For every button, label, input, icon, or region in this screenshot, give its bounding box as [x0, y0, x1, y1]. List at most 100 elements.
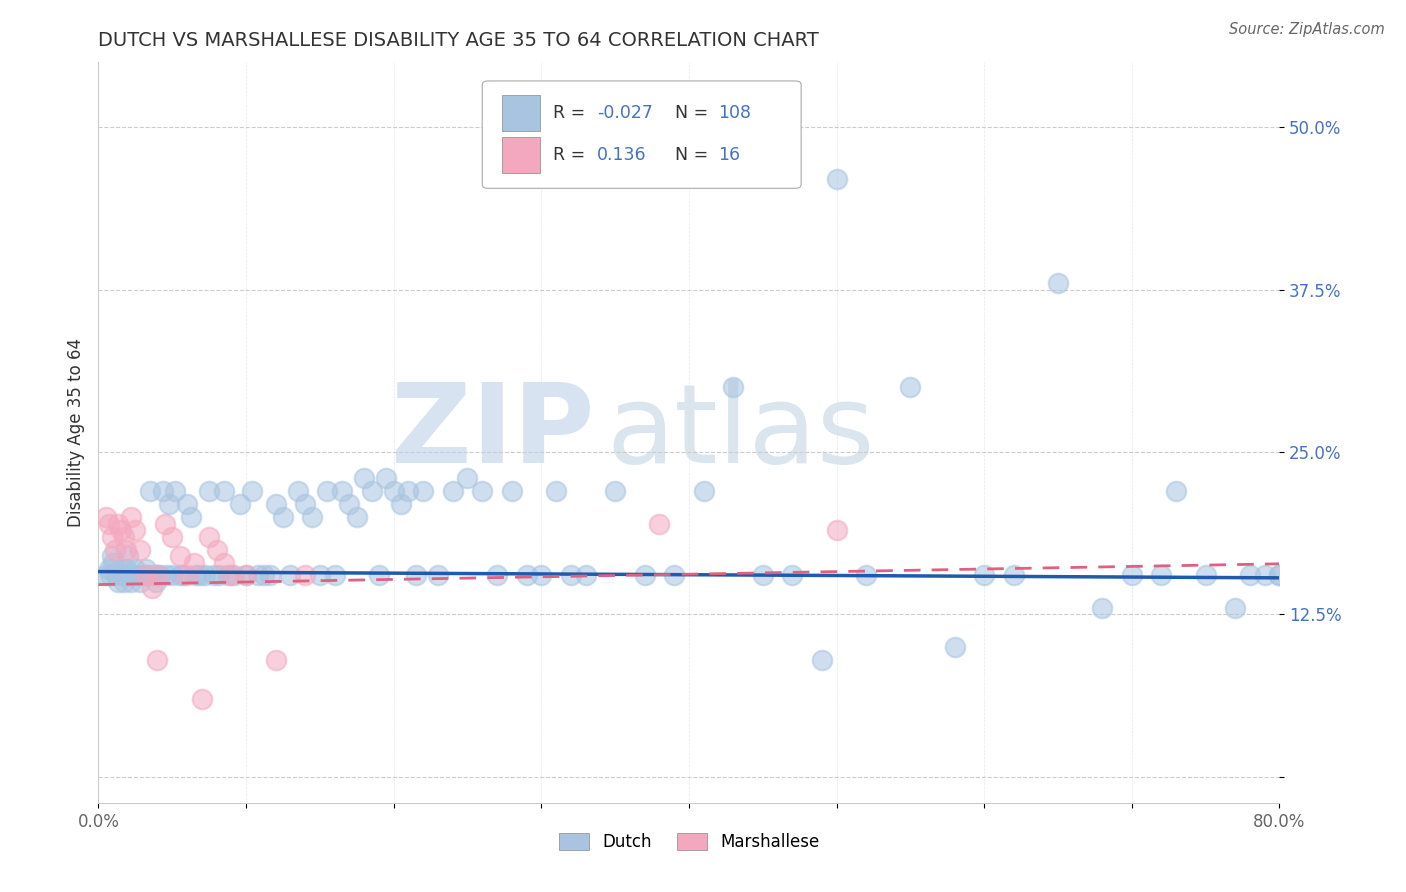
Point	[117, 549, 139, 563]
Point	[560, 568, 582, 582]
Point	[198, 484, 221, 499]
Point	[246, 568, 269, 582]
Point	[100, 549, 122, 563]
Point	[943, 640, 966, 654]
Point	[112, 574, 135, 589]
Point	[153, 516, 176, 531]
Point	[124, 562, 146, 576]
Point	[235, 568, 257, 582]
Point	[107, 574, 129, 589]
Point	[194, 568, 217, 582]
Point	[546, 484, 568, 499]
Point	[169, 568, 191, 582]
Point	[973, 568, 995, 582]
Point	[115, 542, 138, 557]
Legend: Dutch, Marshallese: Dutch, Marshallese	[553, 826, 825, 857]
Point	[135, 562, 157, 576]
Text: 16: 16	[718, 146, 741, 164]
Point	[810, 653, 832, 667]
Point	[264, 497, 287, 511]
Point	[104, 542, 127, 557]
Point	[146, 568, 169, 582]
Point	[165, 484, 187, 499]
Point	[1268, 568, 1291, 582]
Point	[120, 574, 142, 589]
Point	[115, 562, 138, 576]
Point	[127, 568, 149, 582]
Point	[664, 568, 686, 582]
Text: Source: ZipAtlas.com: Source: ZipAtlas.com	[1229, 22, 1385, 37]
Point	[183, 556, 205, 570]
Point	[501, 484, 523, 499]
Point	[412, 484, 434, 499]
Point	[110, 523, 132, 537]
Point	[1239, 568, 1261, 582]
Point	[146, 568, 169, 582]
Point	[212, 484, 235, 499]
Point	[693, 484, 716, 499]
Point	[105, 568, 128, 582]
Point	[124, 523, 146, 537]
Point	[353, 471, 375, 485]
Point	[142, 568, 165, 582]
Point	[149, 568, 172, 582]
Point	[162, 568, 183, 582]
Text: 0.136: 0.136	[596, 146, 647, 164]
Point	[97, 562, 120, 576]
Point	[427, 568, 450, 582]
Point	[1121, 568, 1143, 582]
Point	[107, 516, 129, 531]
Point	[94, 510, 117, 524]
Point	[198, 529, 221, 543]
Text: DUTCH VS MARSHALLESE DISABILITY AGE 35 TO 64 CORRELATION CHART: DUTCH VS MARSHALLESE DISABILITY AGE 35 T…	[98, 30, 820, 50]
Point	[389, 497, 412, 511]
Point	[782, 568, 804, 582]
Point	[441, 484, 464, 499]
Point	[139, 484, 162, 499]
Point	[191, 692, 214, 706]
Point	[172, 568, 194, 582]
Point	[176, 497, 198, 511]
Point	[375, 471, 398, 485]
Point	[235, 568, 257, 582]
Point	[346, 510, 368, 524]
Point	[301, 510, 323, 524]
Point	[145, 574, 167, 589]
Text: atlas: atlas	[606, 379, 875, 486]
Point	[120, 510, 142, 524]
Point	[229, 497, 252, 511]
Point	[1046, 277, 1070, 291]
Point	[605, 484, 627, 499]
Point	[339, 497, 361, 511]
Point	[253, 568, 276, 582]
Point	[217, 568, 239, 582]
Point	[323, 568, 346, 582]
Point	[103, 556, 125, 570]
Point	[486, 568, 509, 582]
Point	[1225, 601, 1247, 615]
Point	[855, 568, 877, 582]
Text: 108: 108	[718, 103, 751, 122]
Y-axis label: Disability Age 35 to 64: Disability Age 35 to 64	[66, 338, 84, 527]
Point	[530, 568, 553, 582]
Point	[309, 568, 332, 582]
Point	[1195, 568, 1218, 582]
Point	[271, 510, 294, 524]
Point	[169, 549, 191, 563]
Point	[202, 568, 225, 582]
Point	[162, 529, 183, 543]
Point	[114, 568, 136, 582]
Text: N =: N =	[675, 146, 713, 164]
Point	[264, 653, 287, 667]
Point	[94, 568, 117, 582]
Point	[294, 497, 316, 511]
Point	[135, 568, 157, 582]
Point	[723, 380, 745, 394]
Point	[141, 582, 163, 596]
Point	[516, 568, 538, 582]
Point	[128, 574, 150, 589]
Point	[360, 484, 382, 499]
Point	[157, 497, 180, 511]
Point	[97, 516, 120, 531]
Point	[1166, 484, 1188, 499]
